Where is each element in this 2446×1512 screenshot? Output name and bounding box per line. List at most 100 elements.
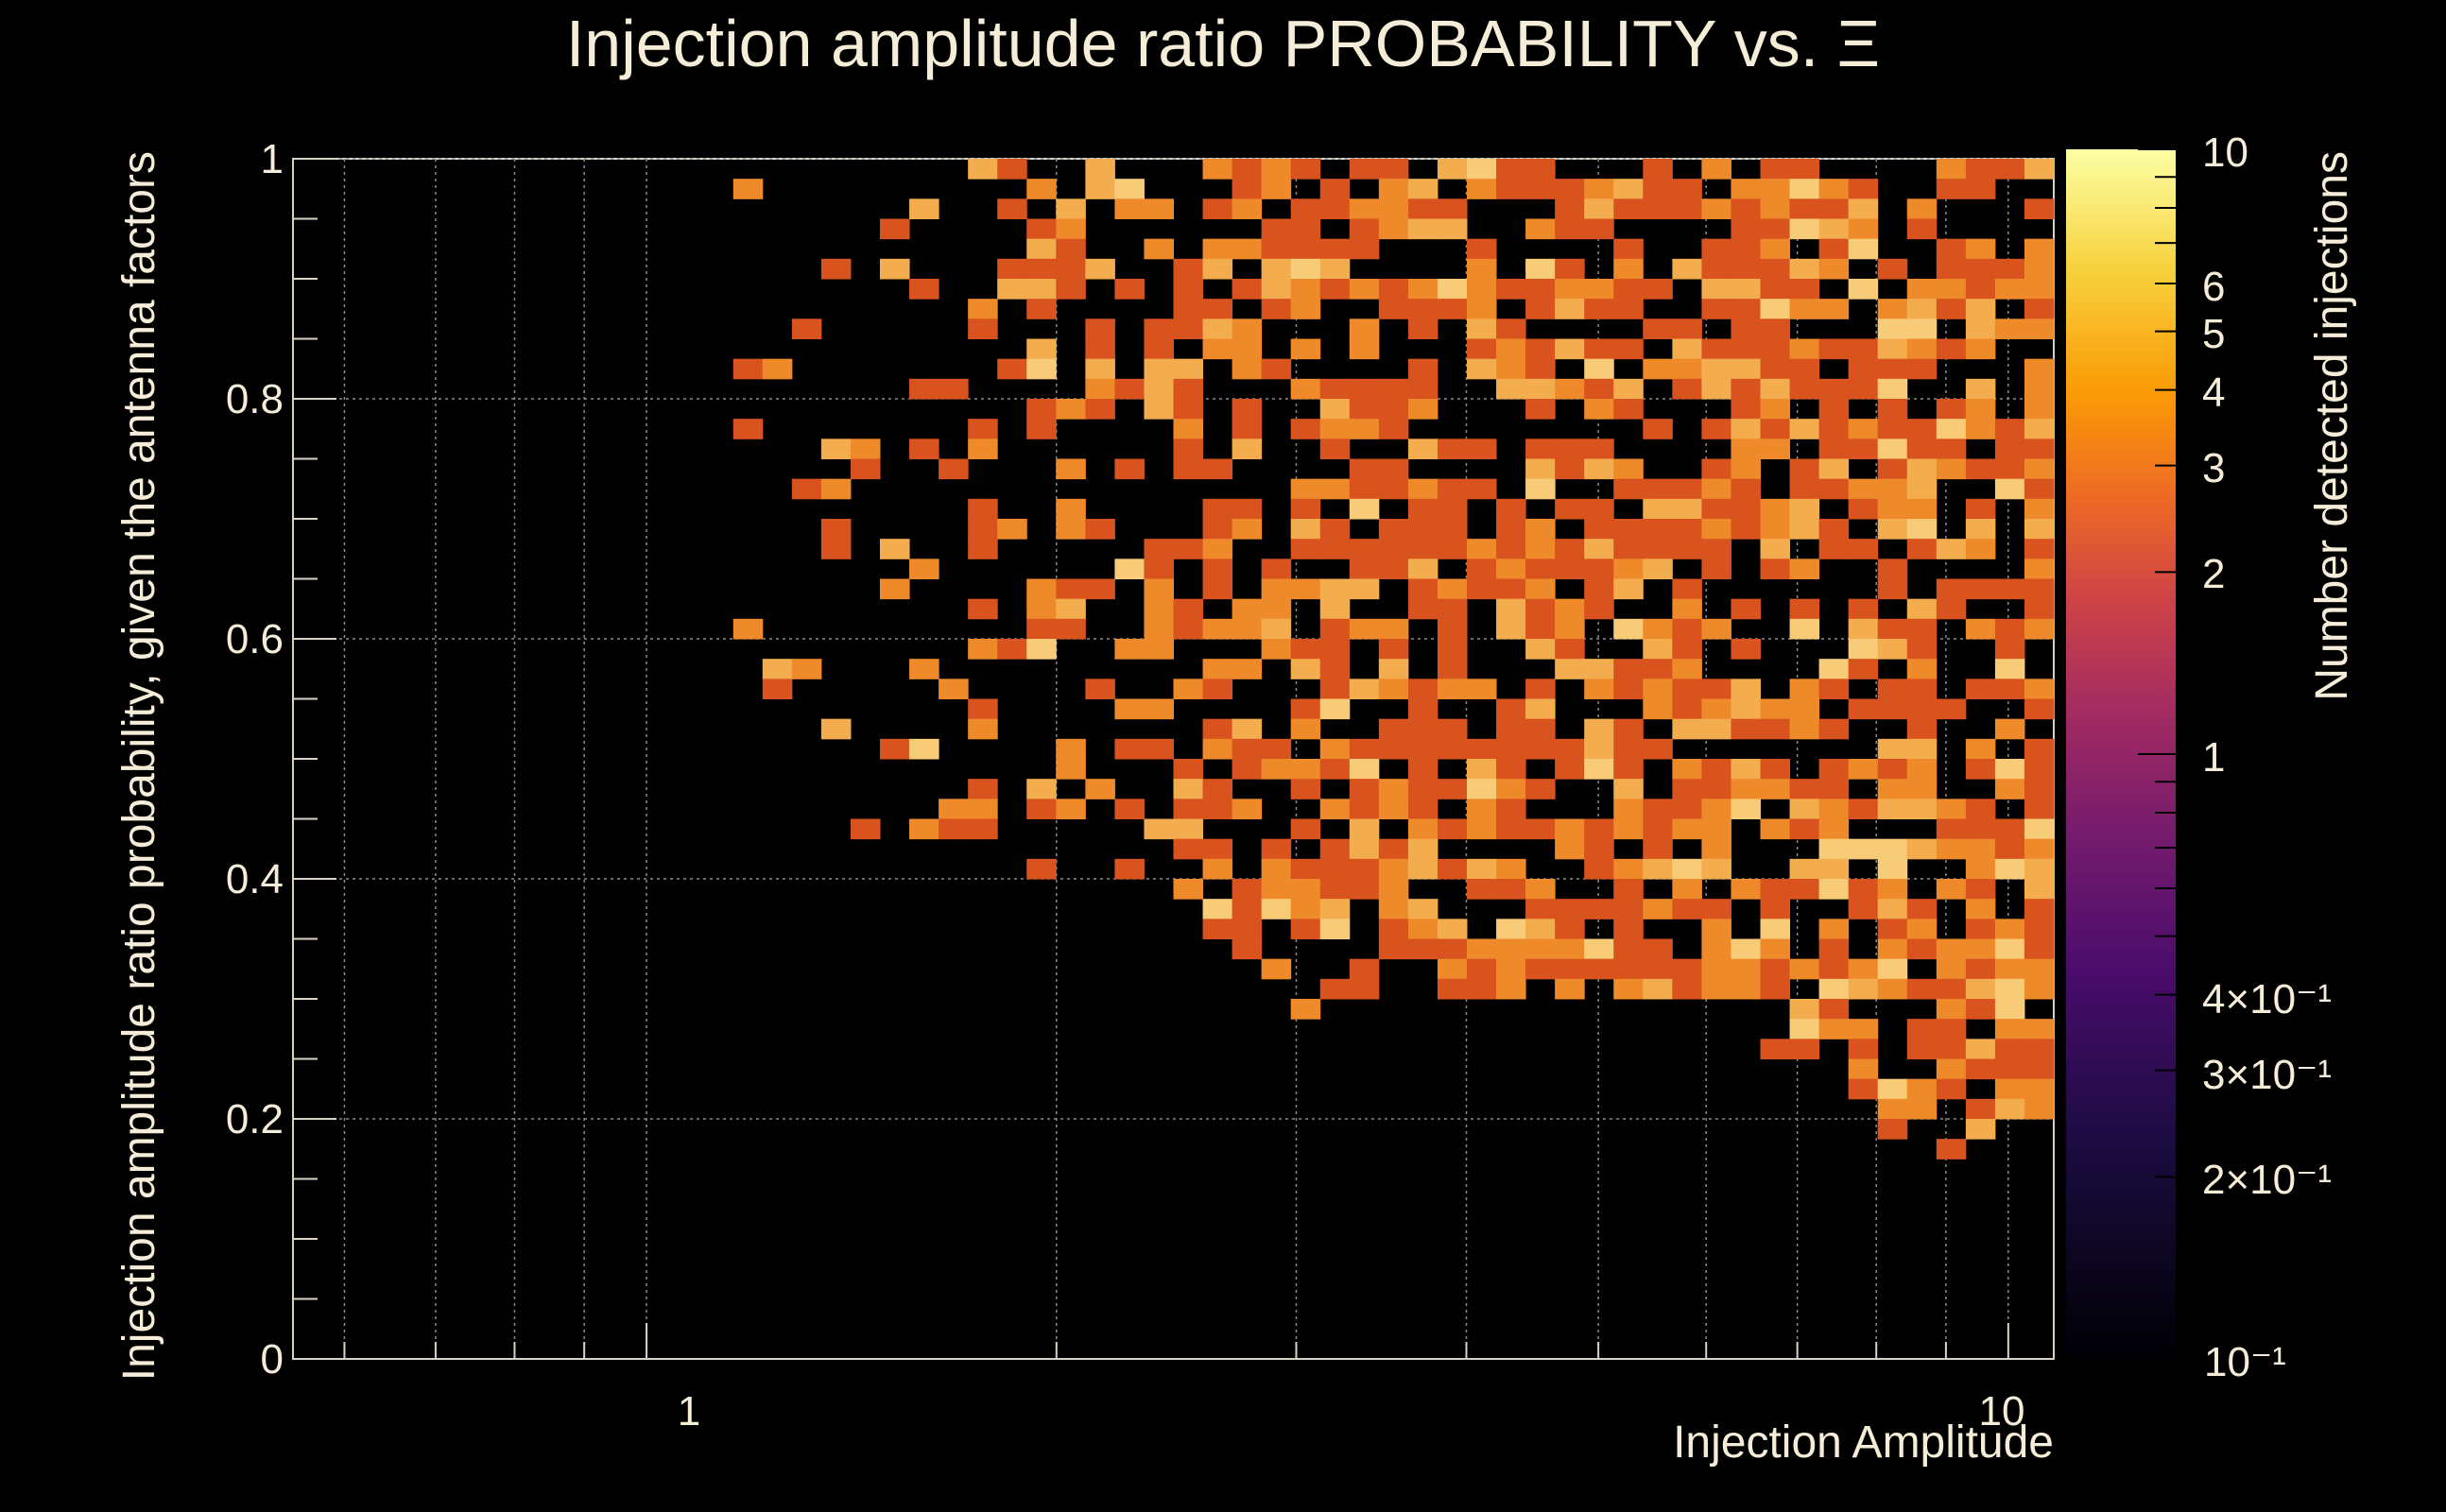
heatmap-cell <box>1525 738 1556 760</box>
heatmap-cell <box>1877 779 1908 799</box>
heatmap-cell <box>1731 779 1761 799</box>
heatmap-cell <box>1789 458 1820 480</box>
heatmap-cell <box>1144 698 1174 720</box>
heatmap-cell <box>1848 218 1879 240</box>
heatmap-cell <box>1672 779 1702 799</box>
heatmap-cell <box>1760 198 1791 219</box>
axis-ticks <box>293 158 2009 1360</box>
heatmap-cell <box>1261 759 1292 780</box>
heatmap-cell <box>2024 698 2055 720</box>
heatmap-cell <box>1877 318 1908 339</box>
heatmap-cell <box>1848 899 1879 919</box>
heatmap-cell <box>1936 159 1967 180</box>
heatmap-cell <box>1818 338 1850 360</box>
heatmap-cell <box>1906 598 1938 620</box>
heatmap-cell <box>1877 858 1908 880</box>
heatmap-cell <box>1378 419 1409 439</box>
heatmap-cell <box>1789 558 1820 579</box>
heatmap-cell <box>1173 539 1204 559</box>
heatmap-cell <box>1525 899 1556 919</box>
heatmap-cell <box>1525 438 1556 459</box>
heatmap-cell <box>1261 299 1292 319</box>
heatmap-cell <box>1877 419 1908 439</box>
heatmap-cell <box>2024 978 2055 1000</box>
heatmap-cell <box>1731 378 1761 400</box>
heatmap-cell <box>1818 539 1850 559</box>
heatmap-cell <box>1467 799 1497 819</box>
heatmap-cell <box>968 779 998 799</box>
heatmap-cell <box>1378 558 1409 579</box>
heatmap-cell <box>1877 299 1908 319</box>
heatmap-cell <box>1818 378 1850 400</box>
heatmap-cell <box>1818 299 1850 319</box>
heatmap-cell <box>1731 698 1761 720</box>
heatmap-cell <box>1818 759 1850 780</box>
heatmap-cell <box>1584 458 1614 480</box>
heatmap-cell <box>1643 419 1673 439</box>
heatmap-cell <box>1378 458 1409 480</box>
heatmap-cell <box>1525 539 1556 559</box>
heatmap-cell <box>1877 378 1908 400</box>
cb-tick-label-6: 6 <box>2202 264 2225 310</box>
heatmap-cell <box>1906 1019 1938 1040</box>
cb-tick-label-0.1: 10⁻¹ <box>2204 1339 2286 1385</box>
heatmap-cell <box>1378 539 1409 559</box>
heatmap-cell <box>1848 238 1879 260</box>
heatmap-cell <box>1349 838 1380 860</box>
heatmap-cell <box>1290 519 1321 540</box>
heatmap-cell <box>1818 799 1850 819</box>
heatmap-cell <box>1877 1078 1908 1100</box>
heatmap-cell <box>1525 779 1556 799</box>
heatmap-cell <box>1349 458 1380 480</box>
heatmap-cell <box>1056 738 1086 760</box>
heatmap-cell <box>1731 879 1761 900</box>
heatmap-cell <box>1056 799 1086 819</box>
heatmap-cell <box>1789 698 1820 720</box>
heatmap-cell <box>1407 279 1438 300</box>
heatmap-cell <box>1144 378 1174 400</box>
heatmap-cell <box>1496 598 1526 620</box>
heatmap-cell <box>1232 879 1263 900</box>
heatmap-cell <box>1936 539 1967 559</box>
heatmap-cell <box>1965 738 1996 760</box>
heatmap-cell <box>1144 318 1174 339</box>
heatmap-cell <box>1555 938 1585 960</box>
heatmap-cell <box>1378 879 1409 900</box>
heatmap-cell <box>1232 179 1263 199</box>
heatmap-cell <box>1672 578 1702 600</box>
heatmap-cell <box>1672 958 1702 980</box>
heatmap-cell <box>850 458 881 480</box>
heatmap-cell <box>1701 938 1731 960</box>
heatmap-cell <box>1496 779 1526 799</box>
heatmap-cell <box>1555 179 1585 199</box>
heatmap-cell <box>1848 198 1879 219</box>
heatmap-cell <box>1290 659 1321 679</box>
heatmap-cell <box>1056 578 1086 600</box>
heatmap-cell <box>1407 718 1438 740</box>
heatmap-cell <box>1407 759 1438 780</box>
heatmap-cell <box>1936 399 1967 420</box>
heatmap-cell <box>1437 279 1468 300</box>
heatmap-cell <box>1114 799 1145 819</box>
heatmap-cell <box>1906 938 1938 960</box>
heatmap-cell <box>1760 498 1791 520</box>
heatmap-cell <box>1936 978 1967 1000</box>
heatmap-cell <box>1319 838 1351 860</box>
heatmap-cell <box>1232 279 1263 300</box>
heatmap-cell <box>2024 938 2055 960</box>
heatmap-cell <box>1555 458 1585 480</box>
heatmap-cell <box>1525 478 1556 500</box>
heatmap-cell <box>1144 198 1174 219</box>
heatmap-cell <box>1994 458 2025 480</box>
heatmap-cell <box>1965 618 1996 640</box>
heatmap-cell <box>1349 858 1380 880</box>
heatmap-cell <box>1319 618 1351 640</box>
heatmap-cell <box>1701 378 1731 400</box>
heatmap-cell <box>1202 679 1233 699</box>
heatmap-cell <box>820 258 852 280</box>
heatmap-cell <box>1994 659 2025 679</box>
heatmap-cell <box>1877 899 1908 919</box>
heatmap-cell <box>1818 478 1850 500</box>
heatmap-cell <box>1613 938 1644 960</box>
heatmap-cell <box>1349 338 1380 360</box>
